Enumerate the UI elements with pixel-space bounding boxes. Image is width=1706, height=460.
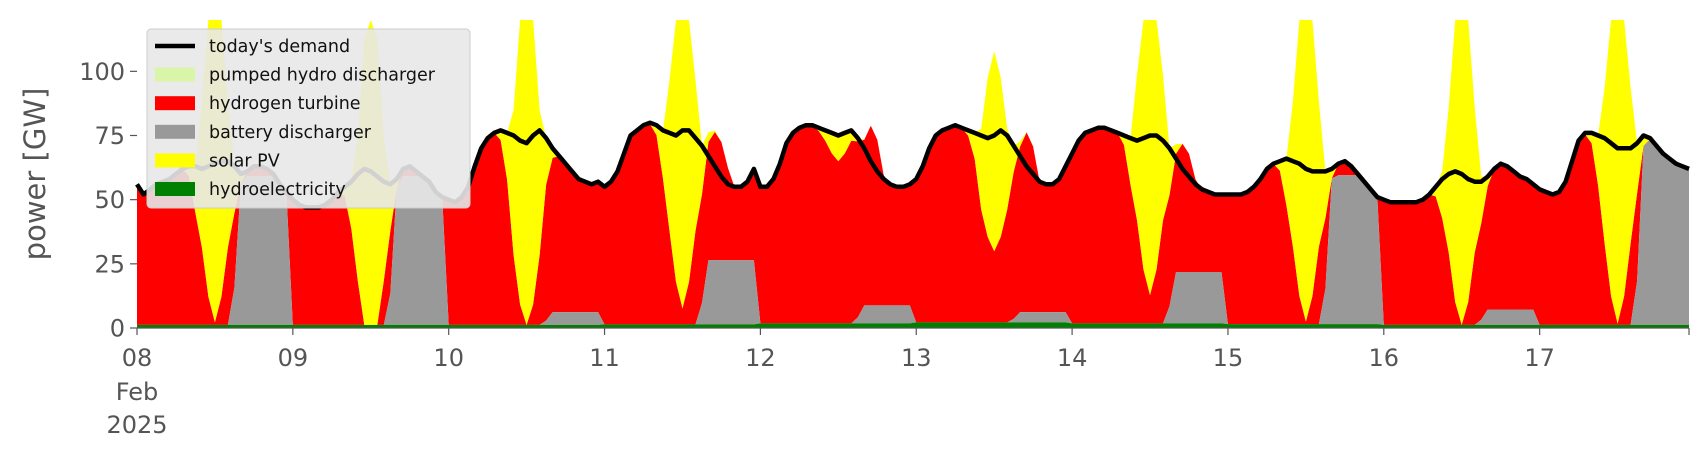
legend-label: hydrogen turbine (209, 94, 361, 114)
x-tick-label: 15 (1213, 344, 1244, 372)
y-tick-label: 25 (94, 250, 125, 278)
legend-swatch (155, 153, 195, 168)
x-tick-label: 12 (745, 344, 776, 372)
legend-label: battery discharger (209, 123, 372, 143)
legend-swatch (155, 96, 195, 111)
legend-label: hydroelectricity (209, 180, 346, 200)
legend: today's demand pumped hydro discharger hyd… (146, 28, 471, 209)
legend-label: solar PV (209, 151, 280, 171)
legend-swatch (155, 124, 195, 139)
legend-label: today's demand (209, 37, 350, 57)
y-axis-title: power [GW] (18, 88, 52, 261)
area-battery-discharger (137, 140, 1689, 325)
x-tick-label: 13 (901, 344, 932, 372)
y-tick-label: 0 (110, 315, 125, 343)
y-tick-label: 100 (79, 58, 125, 86)
y-tick-label: 50 (94, 186, 125, 214)
legend-box (146, 28, 471, 209)
x-tick-label: 14 (1057, 344, 1088, 372)
legend-swatch (155, 67, 195, 82)
x-tick-label: 08 (122, 344, 153, 372)
x-tick-label: 10 (433, 344, 464, 372)
area-hydroelectricity (137, 322, 1689, 328)
x-tick-sublabel: Feb (116, 378, 159, 406)
axes: 0 25 50 75 100 08 Feb 2025 09 10 11 12 13 14 15 16 17 pow… (18, 58, 1690, 439)
legend-swatch (155, 182, 195, 196)
stacked-areas (137, 20, 1689, 328)
legend-label: pumped hydro discharger (209, 66, 436, 86)
x-tick-label: 17 (1524, 344, 1555, 372)
x-tick-label: 09 (278, 344, 309, 372)
x-tick-sublabel: 2025 (106, 411, 167, 439)
area-solar-pv (137, 20, 1689, 325)
area-hydrogen-turbine (137, 124, 1689, 325)
y-tick-label: 75 (94, 122, 125, 150)
x-tick-label: 16 (1369, 344, 1400, 372)
x-tick-label: 11 (589, 344, 620, 372)
